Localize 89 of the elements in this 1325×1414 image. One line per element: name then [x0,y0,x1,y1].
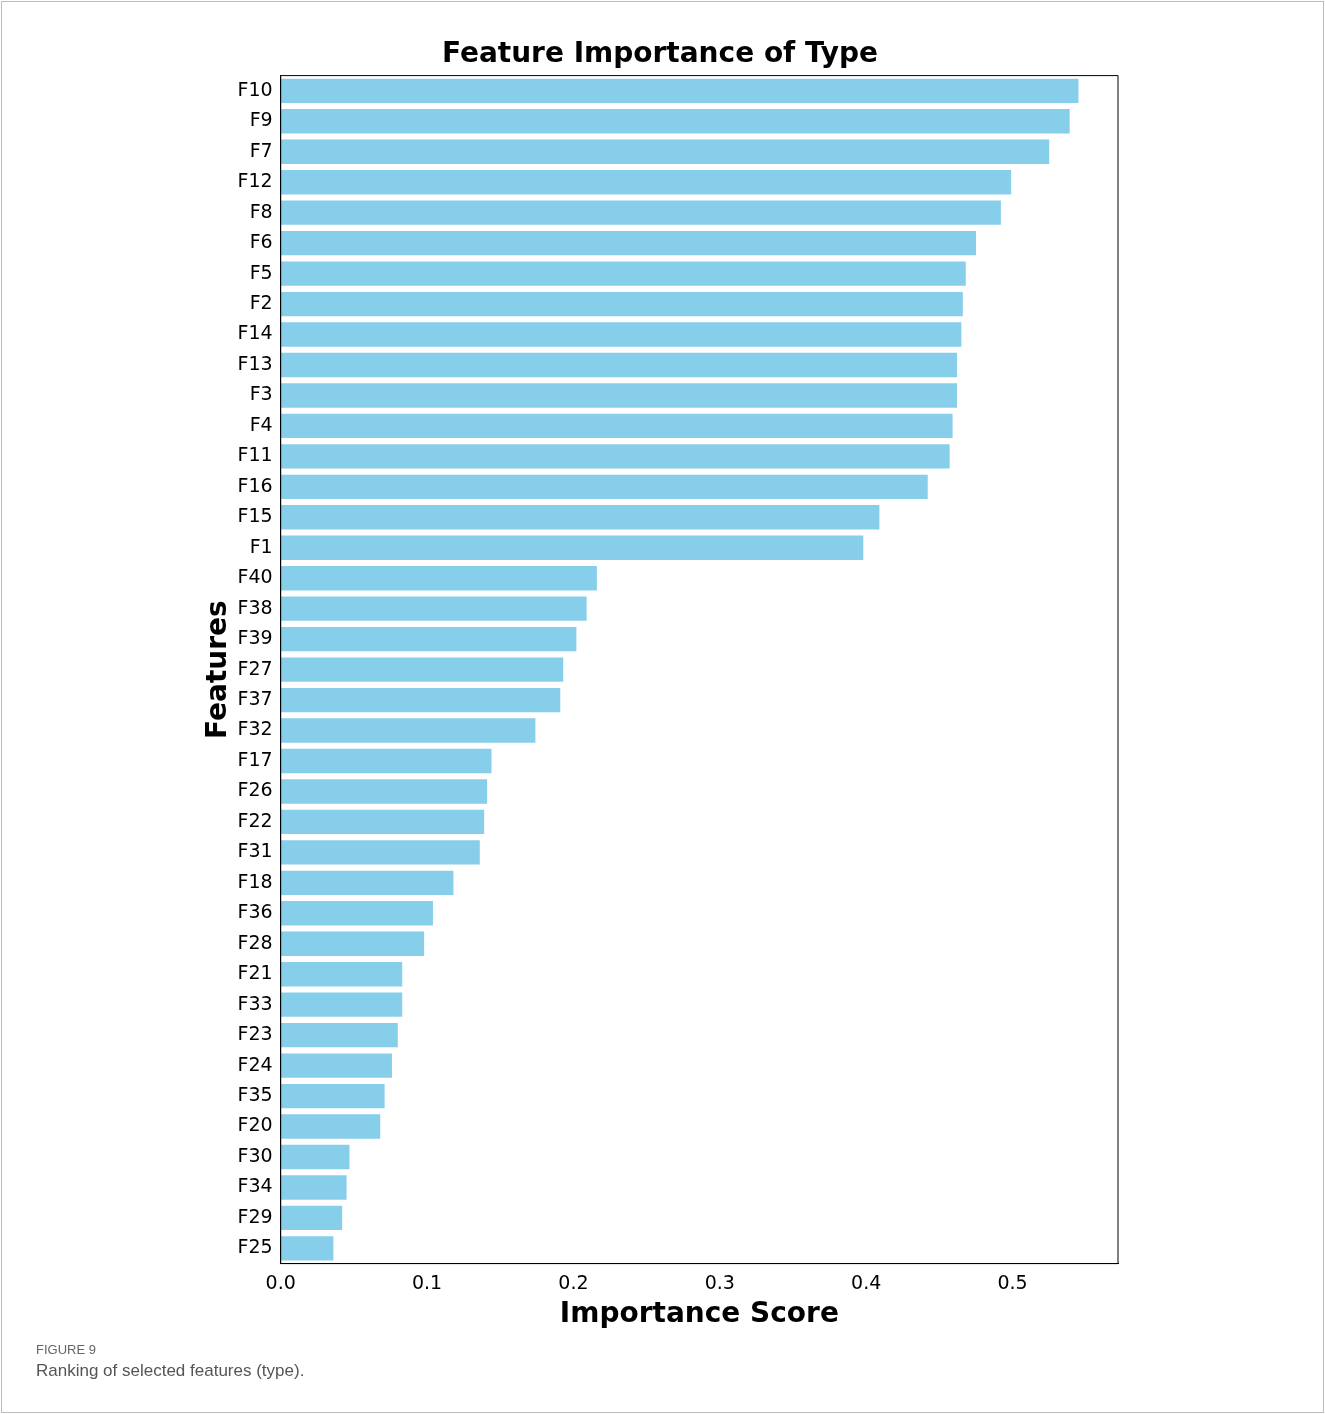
bar [280,383,957,408]
x-axis-title: Importance Score [559,1296,839,1330]
y-tick-label: F14 [237,321,273,344]
bar [280,291,963,317]
y-tick-label: F38 [237,595,273,618]
bar [280,840,480,865]
y-tick-label: F18 [237,869,273,892]
y-tick-label: F32 [237,717,273,740]
bar [280,1175,347,1200]
bar [280,170,1012,195]
x-tick-label: 0.1 [411,1270,443,1293]
y-tick-label: F31 [237,839,273,862]
bar [280,200,1001,225]
y-tick-label: F35 [237,1083,273,1105]
y-tick-label: F3 [249,382,273,405]
y-tick-label: F7 [249,138,273,161]
y-tick-label: F4 [249,412,273,435]
bar [280,1144,350,1170]
y-tick-label: F36 [237,900,273,923]
bar [280,1053,392,1078]
bar [280,1205,343,1231]
x-tick-label: 0.4 [851,1270,882,1293]
y-tick-label: F2 [249,291,273,313]
bar [280,992,403,1017]
y-tick-label: F30 [237,1143,273,1166]
y-tick-label: F34 [237,1174,273,1197]
bar [280,687,561,713]
bar [280,261,966,286]
y-tick-label: F33 [237,991,273,1014]
bar [280,139,1050,164]
bar [280,78,1079,104]
y-tick-label: F21 [237,961,273,984]
x-tick-label: 0.3 [704,1270,735,1293]
y-tick-label: F10 [237,77,273,100]
y-tick-label: F11 [237,443,273,466]
y-tick-label: F23 [237,1022,273,1045]
bar [280,535,864,560]
y-tick-label: F26 [237,778,273,801]
bar [280,566,597,591]
bar [280,962,403,987]
y-tick-label: F37 [237,687,273,709]
x-tick-label: 0.2 [558,1270,589,1293]
bar [280,748,492,774]
bar [280,718,536,743]
y-tick-label: F39 [237,626,273,649]
y-tick-label: F22 [237,808,273,831]
y-tick-label: F24 [237,1052,273,1075]
y-tick-label: F8 [249,199,273,222]
y-axis-title: Features [200,600,234,739]
bar [280,444,950,469]
y-tick-label: F9 [249,108,273,131]
y-tick-label: F29 [237,1204,273,1227]
x-tick-label: 0.0 [265,1270,296,1293]
bar [280,931,425,956]
bar [280,109,1070,134]
y-tick-label: F1 [249,534,273,557]
y-tick-label: F17 [237,747,273,770]
bar [280,657,564,682]
bar [280,1114,381,1139]
bar [280,870,454,896]
bar [280,779,488,804]
y-tick-label: F20 [237,1113,273,1136]
y-tick-label: F25 [237,1235,273,1258]
y-tick-label: F13 [237,351,273,374]
bar [280,809,485,835]
y-tick-label: F40 [237,565,273,588]
bar [280,474,928,500]
caption: FIGURE 9 [36,1342,97,1357]
bar [280,596,587,621]
y-tick-label: F16 [237,473,273,496]
y-tick-label: F28 [237,930,273,953]
y-tick-label: F27 [237,656,273,679]
y-tick-label: F12 [237,169,273,192]
bar [280,1083,385,1109]
bar [280,230,977,256]
bar [280,626,577,652]
text: Ranking of selected features (type). [36,1361,305,1381]
bar [280,413,953,439]
bar [280,1022,398,1048]
bar [280,352,957,378]
y-tick-label: F6 [249,230,273,253]
y-tick-label: F5 [249,260,273,283]
bar [280,1236,334,1261]
y-tick-label: F15 [237,504,273,527]
chart-title: Feature Importance of Type [441,36,879,70]
x-tick-label: 0.5 [997,1270,1028,1293]
bar [280,322,962,347]
bar [280,901,433,926]
bar [280,505,880,530]
